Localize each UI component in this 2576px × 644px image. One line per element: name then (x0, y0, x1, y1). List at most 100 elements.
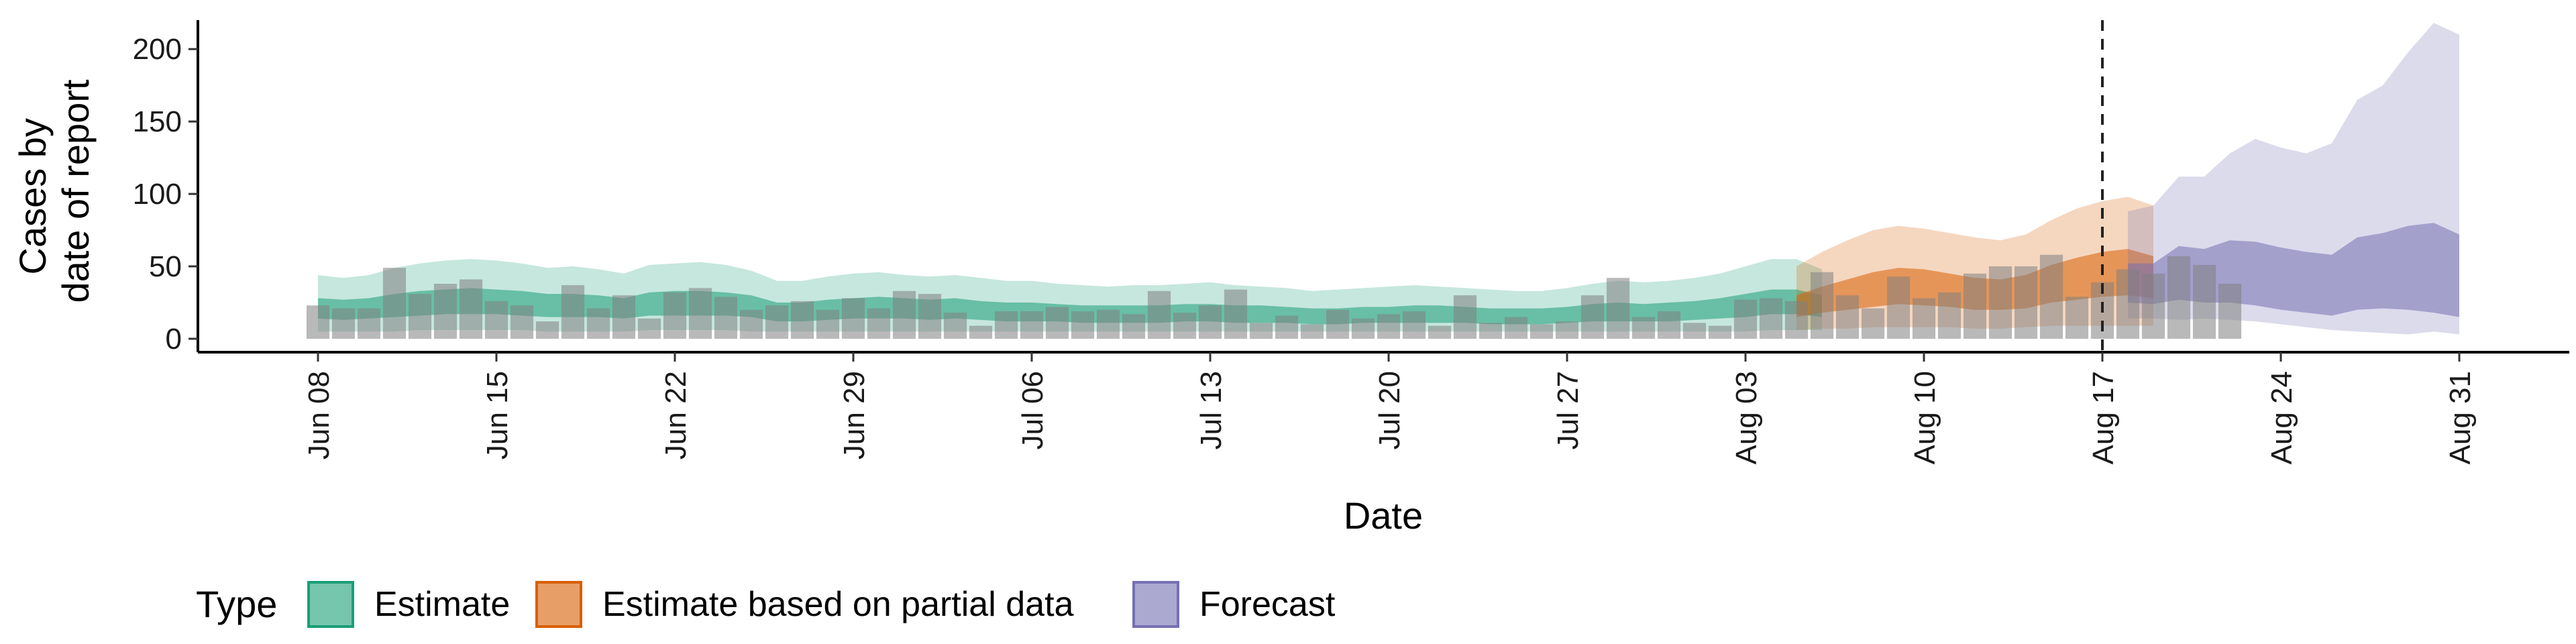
x-tick-label: Aug 10 (1909, 371, 1941, 464)
case-bar (382, 268, 407, 339)
y-axis-title: Cases by date of report (11, 79, 97, 303)
case-bar (1657, 311, 1681, 339)
x-tick-label: Jun 22 (659, 371, 692, 460)
case-bar (943, 313, 967, 339)
case-bar (816, 309, 840, 339)
case-bar (2065, 297, 2089, 339)
case-bar (1224, 289, 1248, 339)
case-bar (1198, 305, 1222, 339)
case-bar (637, 318, 661, 339)
x-tick-label: Jul 20 (1373, 371, 1406, 449)
case-bar (663, 292, 687, 339)
y-axis-title-line-1: Cases by (11, 118, 54, 274)
case-bar (1555, 321, 1579, 339)
case-bar (433, 284, 458, 339)
y-tick-label: 200 (133, 33, 182, 66)
case-bar (994, 311, 1018, 339)
case-bar (1275, 315, 1299, 339)
case-bar (1351, 318, 1375, 339)
case-bar (739, 309, 763, 339)
case-bar (1249, 323, 1273, 339)
case-bar (1173, 313, 1197, 339)
case-bar (1937, 292, 1962, 339)
case-bar (484, 301, 508, 339)
case-bar (2141, 273, 2165, 339)
case-bar (1682, 323, 1707, 339)
case-bar (510, 305, 534, 339)
case-bar (1045, 307, 1069, 339)
case-bar (1631, 317, 1656, 339)
case-bar (2039, 254, 2063, 339)
case-bar (714, 297, 738, 339)
axes: 0 50 100 150 200 Jun 08 Jun 15 Jun 22 Jun 29 Jul … (133, 20, 2569, 464)
case-bar (1784, 301, 1809, 339)
case-bar (1096, 309, 1120, 339)
x-tick-label: Jun 29 (838, 371, 871, 460)
y-axis-title-line-2: date of report (54, 79, 97, 303)
case-bar (1453, 295, 1477, 339)
case-bar (1733, 299, 1758, 339)
case-bar (1300, 324, 1324, 339)
legend-key-estimate-based-on-partial-data (535, 581, 582, 628)
case-bar (841, 298, 865, 339)
case-bar (1580, 295, 1605, 339)
case-bar (561, 285, 585, 339)
case-bar (1428, 325, 1452, 339)
case-bar (1708, 325, 1732, 339)
case-bar (1377, 314, 1401, 339)
case-bar (2014, 266, 2038, 339)
x-tick-label: Aug 31 (2444, 371, 2477, 464)
case-bar (612, 295, 636, 339)
x-tick-label: Aug 24 (2265, 371, 2298, 464)
legend-key-forecast (1132, 581, 1179, 628)
legend-title: Type (196, 583, 277, 625)
case-bar (918, 294, 942, 339)
case-bar (867, 308, 891, 339)
case-bar (331, 308, 356, 339)
case-bar (1886, 276, 1911, 339)
y-tick-label: 100 (133, 178, 182, 211)
case-bar (535, 321, 559, 339)
case-bar (2218, 284, 2242, 339)
y-tick-label: 50 (149, 250, 182, 283)
x-tick-label: Jun 08 (303, 371, 335, 460)
case-bar (1504, 317, 1528, 339)
x-tick-label: Jun 15 (481, 371, 514, 460)
x-tick-label: Jul 27 (1552, 371, 1585, 449)
case-bar (1759, 298, 1783, 339)
case-bar (1963, 273, 1987, 339)
case-bar (1529, 324, 1554, 339)
legend-label-estimate: Estimate (374, 585, 510, 624)
case-bar (1020, 311, 1044, 339)
legend-label-forecast: Forecast (1199, 585, 1336, 624)
x-tick-label: Aug 03 (1730, 371, 1763, 464)
y-tick-label: 0 (166, 323, 182, 356)
case-bar (459, 279, 483, 339)
case-bar (1326, 309, 1350, 339)
case-bar (408, 294, 432, 339)
case-bar (765, 305, 789, 339)
x-axis-title: Date (1344, 494, 1423, 537)
case-bar (1988, 266, 2012, 339)
case-bar (1402, 311, 1426, 339)
case-bar (1912, 298, 1936, 339)
x-tick-label: Aug 17 (2087, 371, 2120, 464)
bar-layer (306, 254, 2242, 339)
case-bar (1810, 272, 1834, 339)
case-bar (1835, 295, 1860, 339)
case-bar (1071, 311, 1095, 339)
x-tick-label: Jul 13 (1195, 371, 1228, 449)
case-bar (1861, 308, 1885, 339)
case-bar (2116, 269, 2140, 339)
case-bar (969, 325, 993, 339)
case-bar (2167, 256, 2191, 339)
x-tick-label: Jul 06 (1016, 371, 1049, 449)
legend: Type Estimate Estimate based on partial d… (196, 581, 1336, 628)
case-bar (688, 288, 712, 339)
case-bar (306, 305, 330, 339)
case-bar (1122, 314, 1146, 339)
legend-label-estimate-based-on-partial-data: Estimate based on partial data (602, 585, 1074, 624)
case-bar (357, 308, 381, 339)
case-bar (1147, 290, 1171, 339)
